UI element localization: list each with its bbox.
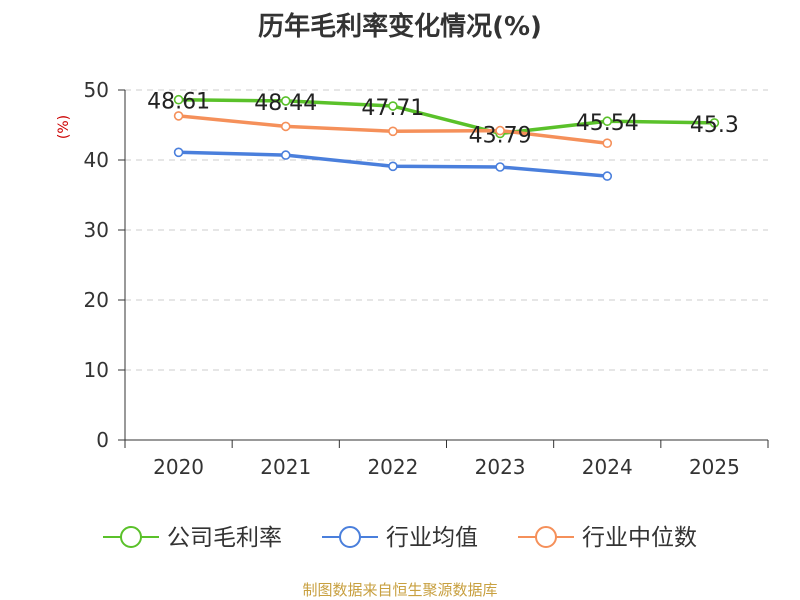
y-tick-label: 30 [84,218,109,242]
data-point [388,126,398,137]
legend-item-0[interactable]: 公司毛利率 [103,525,282,551]
data-label: 48.61 [147,90,210,115]
data-point [495,125,505,136]
y-tick-label: 50 [84,78,109,102]
series-lines [173,94,720,181]
legend-marker-icon [339,526,361,548]
data-point [173,94,184,105]
y-tick-label: 10 [84,358,109,382]
data-point [173,147,184,158]
x-tick-label: 2024 [582,455,633,479]
legend-item-1[interactable]: 行业均值 [322,525,478,551]
axes: 0 10 20 30 40 50 2020 2021 2022 2023 2024 2025 [84,78,769,479]
series-line-0 [176,97,717,136]
x-tick-label: 2020 [153,455,204,479]
data-point [709,118,720,128]
y-tick-label: 20 [84,288,109,312]
legend[interactable]: 公司毛利率 行业均值 行业中位数 [103,525,697,551]
legend-label: 行业中位数 [582,525,697,551]
grid-lines [125,89,768,371]
data-labels: 48.61 48.44 47.71 43.79 45.54 45.3 [147,90,739,149]
data-point [602,116,613,127]
data-point [388,101,398,111]
x-tick-label: 2021 [260,455,311,479]
legend-label: 公司毛利率 [167,525,282,551]
y-tick-label: 40 [84,148,109,172]
data-source-note: 制图数据来自恒生聚源数据库 [302,581,498,599]
y-tick-label: 0 [96,428,109,452]
data-label: 45.3 [690,113,739,138]
data-point [388,161,398,172]
data-point [602,138,613,148]
legend-item-2[interactable]: 行业中位数 [518,525,697,551]
y-axis-label: (%) [56,115,72,139]
x-tick-label: 2022 [367,455,418,479]
data-label: 48.44 [254,91,317,116]
data-point [280,121,291,132]
data-label: 47.71 [361,96,424,121]
legend-label: 行业均值 [386,525,478,551]
chart-title: 历年毛利率变化情况(%) [258,12,542,42]
x-tick-label: 2023 [475,455,526,479]
data-point [280,96,291,106]
x-tick-label: 2025 [689,455,740,479]
data-point [602,171,613,181]
legend-marker-icon [535,526,557,548]
data-point [495,162,505,172]
data-point [173,111,184,121]
legend-marker-icon [120,526,142,548]
data-label: 43.79 [469,123,532,148]
data-label: 45.54 [576,111,639,136]
data-point [280,150,291,160]
